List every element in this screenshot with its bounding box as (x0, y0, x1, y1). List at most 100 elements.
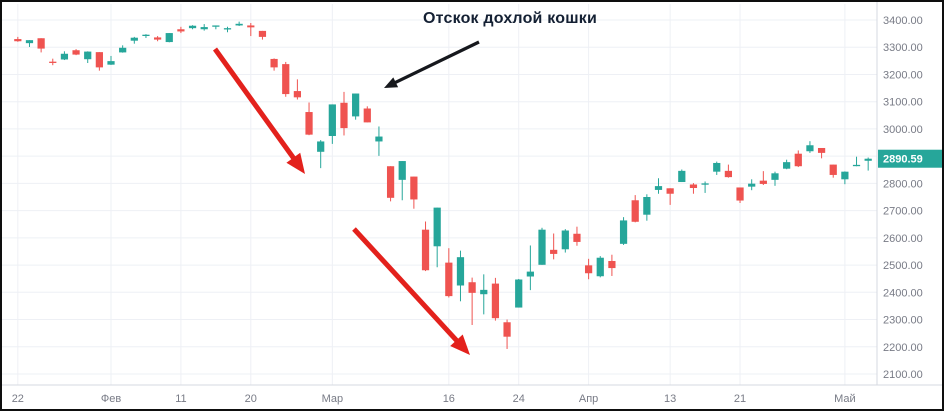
candle-body (573, 233, 581, 242)
candle-body (713, 162, 721, 172)
candle-body (445, 262, 453, 297)
x-axis-label: 11 (175, 393, 186, 405)
candle-body (631, 200, 639, 222)
candle-body (375, 136, 383, 142)
y-axis-label: 2200.00 (883, 342, 923, 354)
candle-body (433, 207, 441, 247)
y-axis-label: 3300.00 (883, 42, 923, 54)
x-axis-label: Мар (322, 393, 344, 405)
candle-body (282, 64, 290, 95)
candle-body (864, 158, 872, 161)
current-price-text: 2890.59 (883, 154, 923, 166)
black-arrow[interactable] (393, 40, 480, 85)
candle-body (247, 25, 255, 28)
candle-body (794, 153, 802, 167)
candle-body (748, 183, 756, 187)
candle-body (421, 229, 430, 271)
candle-body (223, 28, 232, 30)
x-axis-label: 21 (734, 393, 746, 405)
candle-body (14, 39, 22, 42)
candle-body (806, 145, 814, 152)
candle-body (317, 141, 325, 152)
x-axis-label: 13 (664, 393, 676, 405)
candle-body (130, 37, 138, 41)
red-arrow-1[interactable] (212, 47, 297, 161)
candle-body (678, 170, 686, 183)
candle-body (689, 184, 698, 189)
candle-body (456, 257, 465, 286)
y-axis-label: 3000.00 (883, 124, 923, 136)
candle-body (60, 53, 69, 60)
candle-body (783, 162, 791, 169)
candle-body (666, 188, 674, 194)
candle-body (852, 164, 861, 167)
candle-body (25, 40, 34, 44)
candle-body (538, 229, 546, 265)
candle-body (153, 37, 162, 40)
candle-body (410, 176, 418, 200)
y-axis-label: 2800.00 (883, 178, 923, 190)
candle-body (561, 230, 569, 250)
x-axis-label: 22 (12, 393, 24, 405)
candle-body (305, 112, 313, 135)
candle-body (258, 30, 267, 37)
candle-body (107, 61, 115, 65)
candle-body (468, 282, 476, 293)
candle-body (235, 23, 243, 26)
candle-body (119, 47, 127, 53)
y-axis-label: 2700.00 (883, 206, 923, 218)
candle-body (724, 170, 733, 178)
candle-body (386, 166, 395, 198)
candle-body (352, 93, 360, 117)
candle-body (398, 161, 406, 180)
candle-body (188, 25, 197, 29)
red-arrow-2[interactable] (352, 227, 460, 344)
black-arrow-head[interactable] (384, 77, 399, 88)
y-axis-label: 2600.00 (883, 233, 923, 245)
candle-body (817, 147, 826, 153)
y-axis-label: 2100.00 (883, 369, 923, 381)
red-arrow-2-head[interactable] (450, 334, 470, 355)
candle-body (515, 279, 523, 308)
candle-body (480, 289, 488, 295)
candle-body (526, 271, 534, 277)
y-axis-label: 2500.00 (883, 260, 923, 272)
x-axis-label: Май (834, 393, 856, 405)
candle-body (165, 33, 173, 43)
annotation-label[interactable]: Отскок дохлой кошки (423, 10, 597, 27)
y-axis-label: 2400.00 (883, 287, 923, 299)
candle-body (200, 27, 208, 30)
y-axis-label: 3400.00 (883, 15, 923, 27)
candle-body (95, 52, 103, 68)
candle-body (584, 265, 593, 274)
candle-body (550, 249, 558, 254)
candle-body (596, 257, 604, 277)
candle-body (841, 171, 849, 180)
candle-body (736, 187, 744, 201)
candle-body (771, 173, 779, 180)
y-axis-label: 3200.00 (883, 69, 923, 81)
y-axis-label: 2300.00 (883, 315, 923, 327)
candle-body (49, 61, 57, 63)
candle-body (293, 91, 302, 98)
candle-body (328, 104, 336, 137)
candle-body (619, 220, 628, 244)
candle-body (142, 34, 150, 37)
candle-body (363, 108, 371, 123)
candle-body (654, 186, 663, 190)
candle-body (84, 51, 92, 60)
candle-body (503, 322, 511, 337)
candle-body (212, 25, 220, 27)
candle-body (340, 102, 348, 129)
candle-body (643, 197, 651, 215)
x-axis-label: Апр (579, 393, 598, 405)
candle-body (270, 58, 278, 68)
x-axis-label: 24 (513, 393, 525, 405)
candle-body (829, 164, 837, 175)
current-price-badge (878, 149, 942, 168)
x-axis-label: 16 (443, 393, 455, 405)
red-arrow-1-head[interactable] (286, 152, 305, 174)
candle-body (72, 50, 80, 55)
